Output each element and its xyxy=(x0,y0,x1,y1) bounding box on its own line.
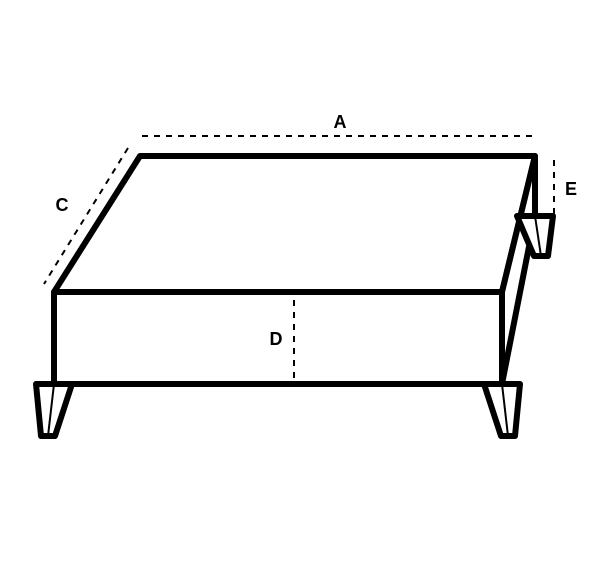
dim-label-e: E xyxy=(565,179,577,199)
tablecloth-diagram: A C D E xyxy=(0,0,600,584)
dim-label-c: C xyxy=(56,195,69,215)
table-top xyxy=(54,156,535,292)
dim-label-d: D xyxy=(270,329,283,349)
dim-label-a: A xyxy=(334,112,347,132)
